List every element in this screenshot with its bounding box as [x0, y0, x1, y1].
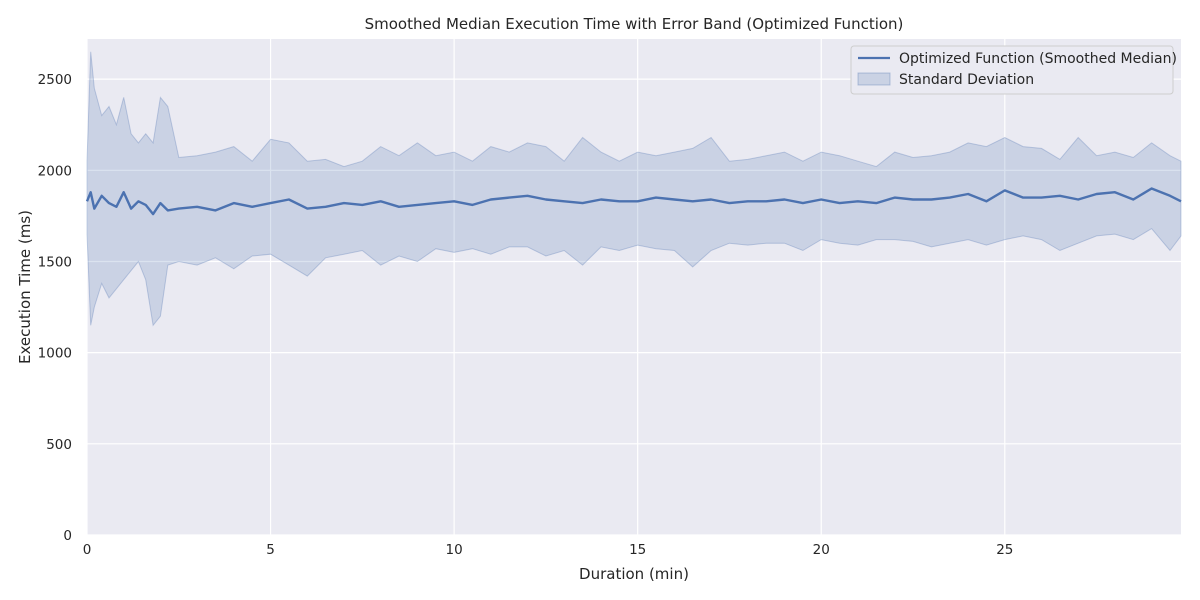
x-axis: 0 5 10 15 20 25 — [83, 542, 1014, 558]
y-tick-label: 2000 — [38, 163, 72, 179]
grid — [86, 39, 1181, 536]
median-line-layer — [85, 187, 1182, 216]
legend-entry-std: Standard Deviation — [899, 72, 1034, 88]
legend-entry-median: Optimized Function (Smoothed Median) — [899, 51, 1177, 67]
y-tick-label: 2500 — [38, 72, 72, 88]
x-tick-label: 25 — [996, 542, 1013, 558]
x-tick-label: 5 — [266, 542, 275, 558]
chart-title: Smoothed Median Execution Time with Erro… — [365, 15, 904, 33]
x-tick-label: 20 — [813, 542, 830, 558]
legend-band-swatch — [857, 72, 891, 86]
y-axis: 0 500 1000 1500 2000 2500 — [38, 72, 72, 544]
y-axis-label: Execution Time (ms) — [16, 210, 34, 364]
y-tick-label: 1500 — [38, 254, 72, 270]
std-band-layer — [86, 51, 1182, 327]
y-tick-label: 1000 — [38, 346, 72, 362]
y-tick-label: 500 — [46, 437, 72, 453]
x-tick-label: 0 — [83, 542, 92, 558]
legend: Optimized Function (Smoothed Median) Sta… — [850, 45, 1177, 95]
x-axis-label: Duration (min) — [579, 565, 689, 583]
x-tick-label: 10 — [446, 542, 463, 558]
std-deviation-band — [86, 51, 1182, 327]
plot-background — [87, 39, 1181, 535]
median-line — [85, 187, 1182, 216]
y-tick-label: 0 — [63, 528, 72, 544]
legend-box — [850, 45, 1174, 95]
x-tick-label: 15 — [629, 542, 646, 558]
